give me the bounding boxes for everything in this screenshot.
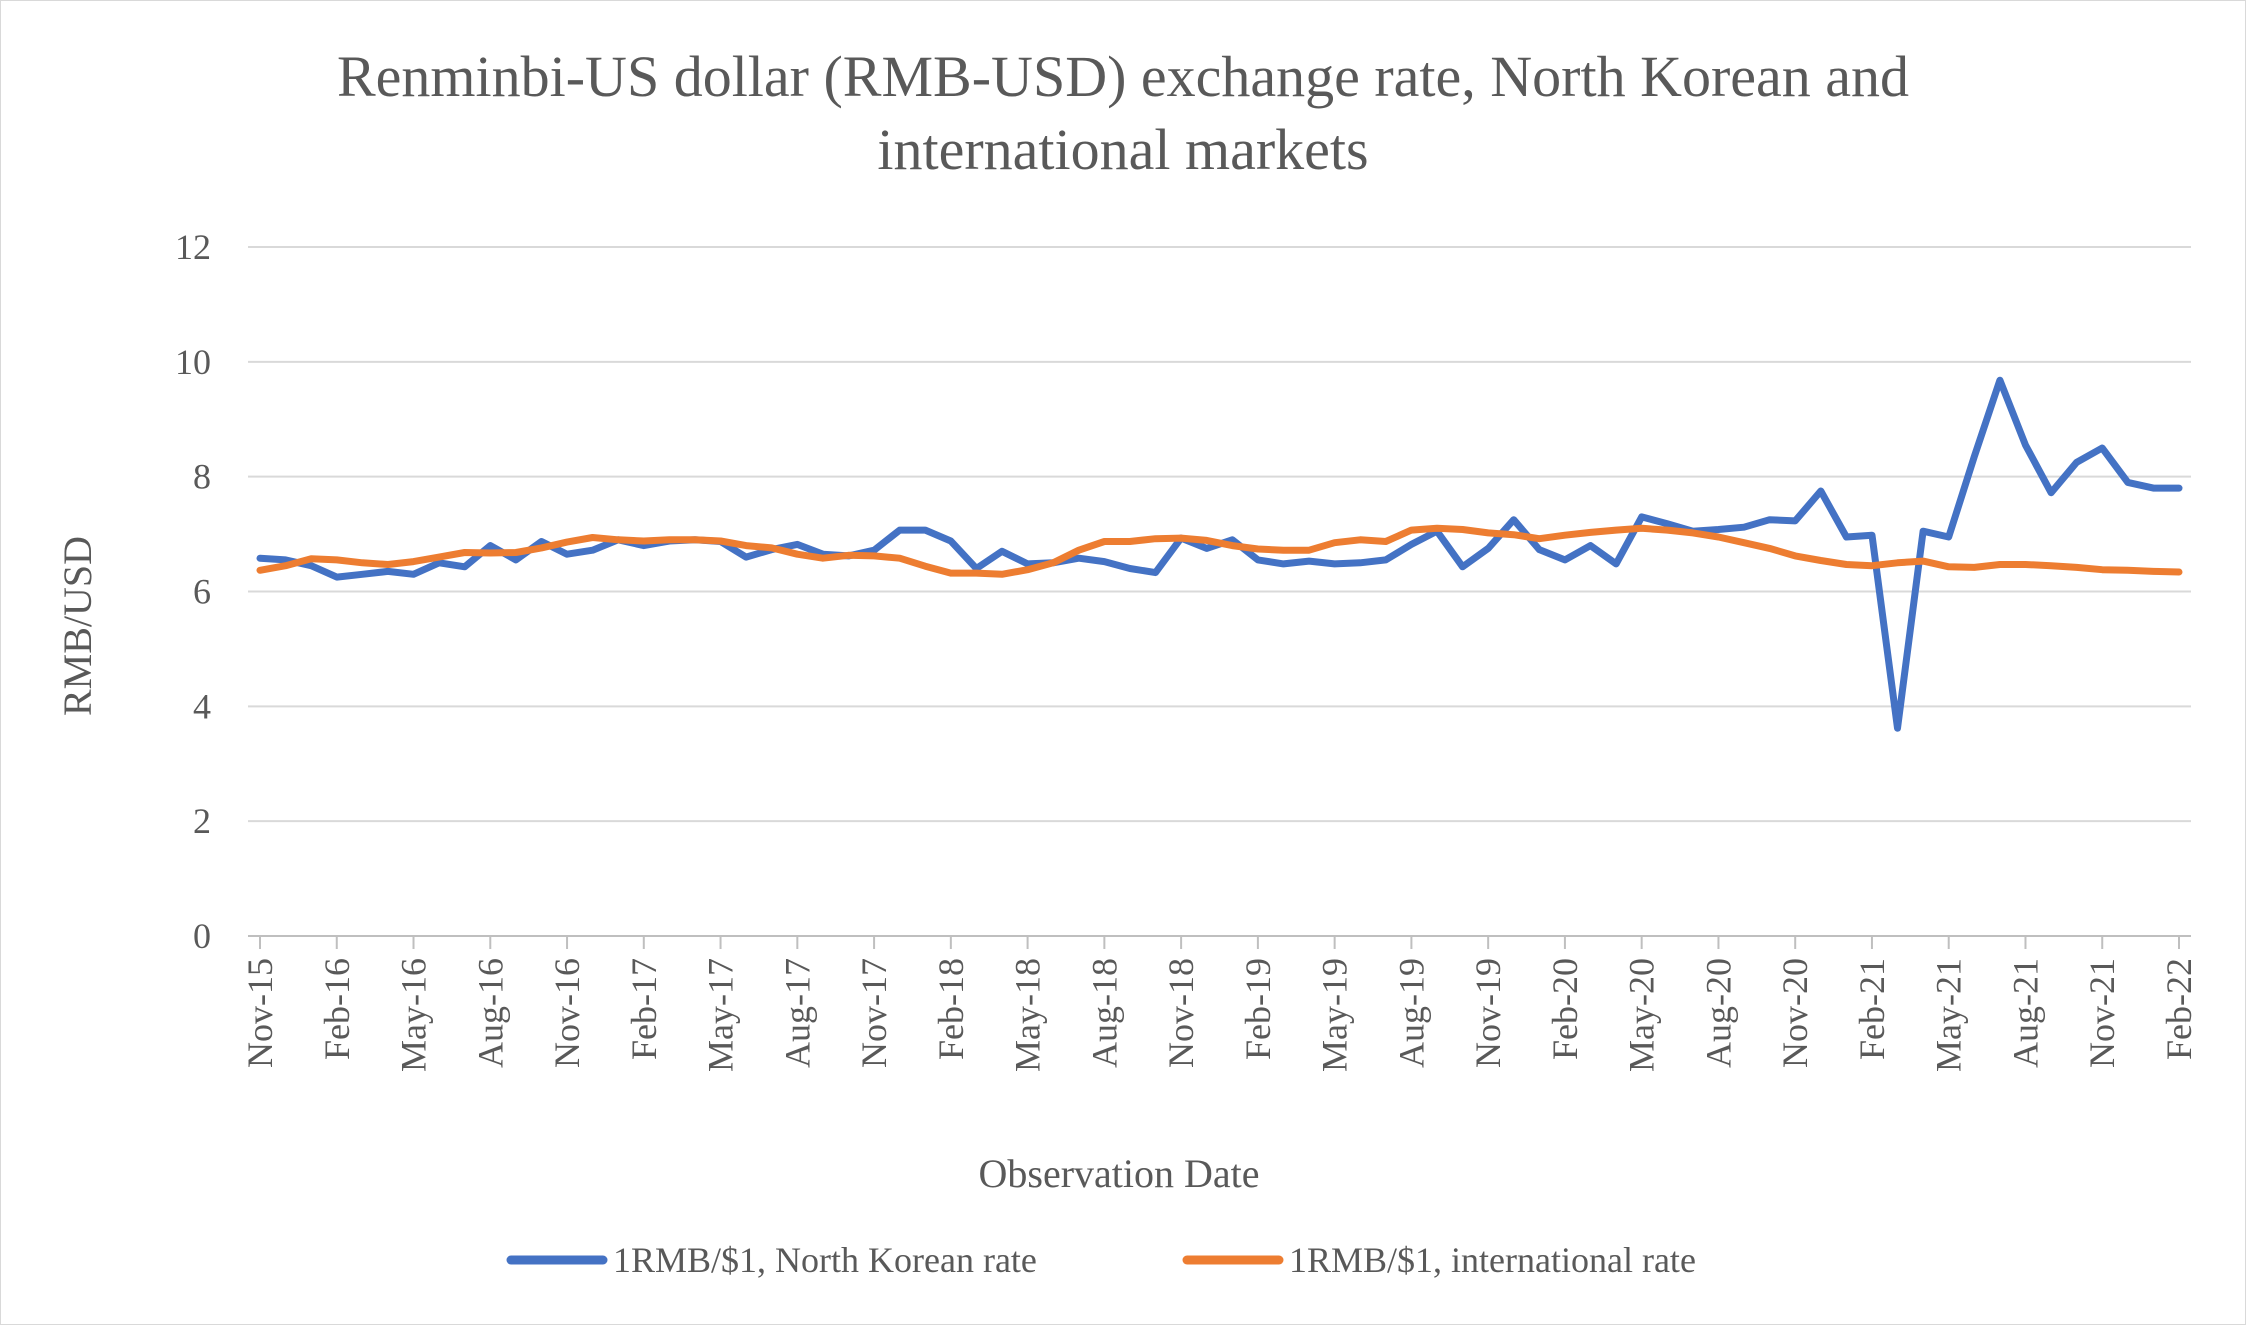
series-line-north-korean (256, 376, 2183, 732)
legend-label-north-korean: 1RMB/$1, North Korean rate (613, 1240, 1037, 1280)
x-tick-label: Nov-21 (2082, 958, 2122, 1068)
x-tick-label: Feb-22 (2159, 958, 2199, 1060)
y-tick-label: 12 (175, 227, 211, 267)
x-tick-label: Nov-20 (1775, 958, 1815, 1068)
x-tick-label: Feb-18 (931, 958, 971, 1060)
y-tick-label: 2 (193, 801, 211, 841)
series-line-international (256, 524, 2183, 578)
y-gridlines (248, 246, 2191, 823)
x-tick-label: Aug-20 (1698, 958, 1738, 1068)
x-tick-label: Aug-21 (2005, 958, 2045, 1068)
chart-title-line-1: Renminbi-US dollar (RMB-USD) exchange ra… (337, 44, 1909, 109)
x-tick-label: Feb-20 (1545, 958, 1585, 1060)
x-tick-label: Aug-16 (470, 958, 510, 1068)
x-tick-label: Feb-17 (624, 958, 664, 1060)
x-tick-label: May-16 (394, 958, 434, 1072)
legend-label-international: 1RMB/$1, international rate (1289, 1240, 1696, 1280)
x-tick-label: Aug-18 (1084, 958, 1124, 1068)
x-tick-label: Nov-18 (1161, 958, 1201, 1068)
series-lines (256, 376, 2183, 732)
y-tick-label: 0 (193, 916, 211, 956)
x-axis-title: Observation Date (978, 1151, 1259, 1196)
x-tick-label: Aug-19 (1391, 958, 1431, 1068)
y-tick-label: 8 (193, 457, 211, 497)
x-tick-label: May-19 (1315, 958, 1355, 1072)
y-tick-label: 4 (193, 686, 211, 726)
x-tick-label: May-20 (1622, 958, 1662, 1072)
x-tick-label: Feb-21 (1852, 958, 1892, 1060)
y-tick-labels: 0 2 4 6 8 10 12 (175, 227, 211, 956)
x-tick-label: Nov-19 (1468, 958, 1508, 1068)
x-tick-labels: Nov-15 Feb-16 May-16 Aug-16 Nov-16 Feb-17 May-… (240, 958, 2199, 1072)
x-tick-label: May-21 (1929, 958, 1969, 1072)
x-tick-label: Nov-17 (854, 958, 894, 1068)
x-tick-label: Aug-17 (777, 958, 817, 1068)
y-tick-label: 6 (193, 572, 211, 612)
y-axis-title: RMB/USD (55, 536, 100, 716)
x-tick-label: Nov-15 (240, 958, 280, 1068)
x-tick-label: Nov-16 (547, 958, 587, 1068)
y-tick-label: 10 (175, 342, 211, 382)
chart-title-line-2: international markets (877, 117, 1368, 182)
x-tick-label: May-17 (701, 958, 741, 1072)
x-tick-label: May-18 (1008, 958, 1048, 1072)
x-tick-label: Feb-16 (317, 958, 357, 1060)
x-axis (248, 935, 2191, 949)
x-tick-label: Feb-19 (1238, 958, 1278, 1060)
legend: 1RMB/$1, North Korean rate 1RMB/$1, inte… (506, 1240, 1696, 1280)
